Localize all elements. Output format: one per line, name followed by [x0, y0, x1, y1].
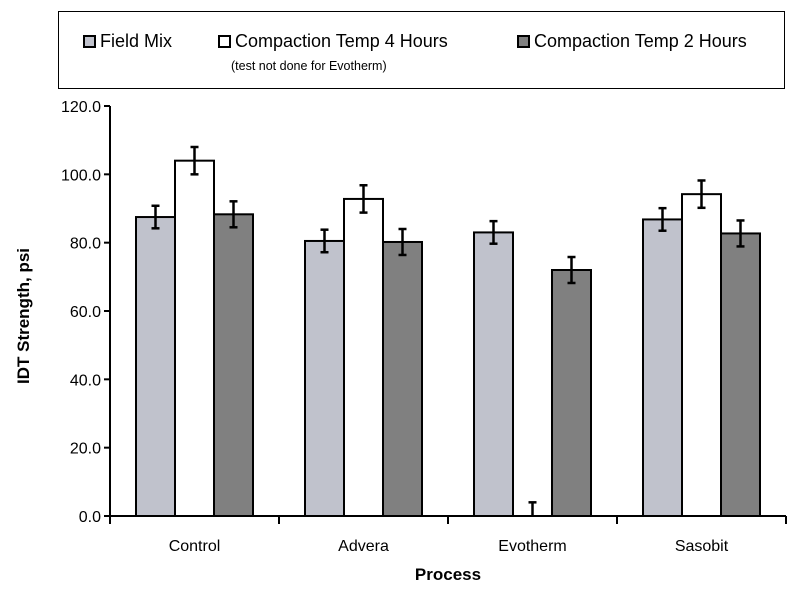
legend-swatch-field-mix: [83, 35, 96, 48]
bar-field-mix: [642, 218, 683, 518]
legend-label-compaction-temp-2-hours: Compaction Temp 2 Hours: [534, 31, 747, 51]
y-tick-label: 80.0: [70, 236, 101, 253]
bar-compaction-temp-4-hours: [343, 197, 384, 518]
bar-compaction-temp-2-hours: [213, 213, 254, 518]
bar-field-mix: [473, 231, 514, 518]
x-category-label: Advera: [338, 538, 389, 555]
bar-compaction-temp-2-hours: [720, 232, 761, 517]
legend-item-compaction-temp-4-hours: Compaction Temp 4 Hours: [218, 31, 448, 52]
y-tick-label: 20.0: [70, 441, 101, 458]
x-axis-title: Process: [415, 565, 481, 584]
legend-label-compaction-temp-4-hours: Compaction Temp 4 Hours: [235, 31, 448, 51]
y-tick-label: 100.0: [61, 167, 101, 184]
legend-item-compaction-temp-2-hours: Compaction Temp 2 Hours: [517, 31, 747, 52]
y-tick-label: 60.0: [70, 304, 101, 321]
bar-field-mix: [304, 239, 345, 517]
bar-compaction-temp-4-hours: [174, 159, 215, 518]
bar-compaction-temp-2-hours: [382, 240, 423, 517]
legend-item-field-mix: Field Mix: [83, 31, 172, 52]
legend-note: (test not done for Evotherm): [231, 59, 387, 73]
y-axis-title: IDT Strength, psi: [14, 248, 33, 384]
legend: Field Mix Compaction Temp 4 Hours Compac…: [58, 11, 785, 89]
bar-compaction-temp-2-hours: [551, 269, 592, 517]
legend-swatch-compaction-temp-2-hours: [517, 35, 530, 48]
y-tick-label: 120.0: [61, 99, 101, 116]
bar-field-mix: [135, 216, 176, 518]
y-tick-label: 0.0: [79, 509, 101, 526]
x-category-label: Control: [169, 538, 221, 555]
legend-swatch-compaction-temp-4-hours: [218, 35, 231, 48]
bar-compaction-temp-4-hours: [681, 193, 722, 517]
x-category-label: Sasobit: [675, 538, 729, 555]
y-tick-label: 40.0: [70, 372, 101, 389]
legend-label-field-mix: Field Mix: [100, 31, 173, 51]
x-category-label: Evotherm: [498, 538, 566, 555]
